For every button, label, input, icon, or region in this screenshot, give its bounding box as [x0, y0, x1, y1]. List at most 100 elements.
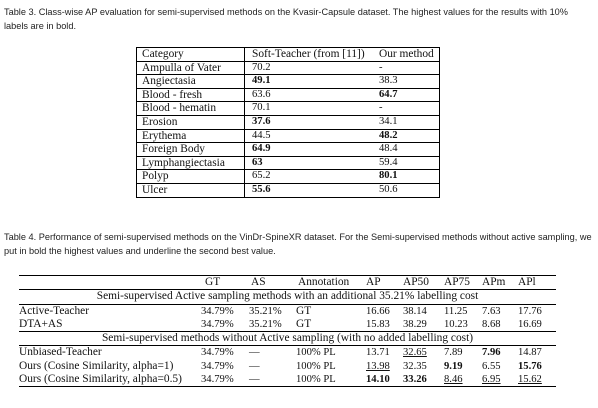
- apm-cell: 6.95: [482, 373, 518, 388]
- apl-cell: 15.62: [518, 373, 556, 388]
- table-row: DTA+AS 34.79% 35.21% GT 15.83 38.29 10.2…: [19, 318, 556, 332]
- category-cell: Lymphangiectasia: [136, 156, 245, 171]
- ap50-cell: 32.35: [403, 360, 427, 372]
- category-cell: Ampulla of Vater: [136, 61, 245, 76]
- ap-cell: 15.83: [366, 318, 390, 330]
- header-our-method: Our method: [373, 47, 440, 62]
- ap75-cell: 11.25: [444, 305, 468, 317]
- section-row: Semi-supervised methods without Active s…: [19, 331, 556, 347]
- table-row: Erosion 37.6 34.1: [136, 115, 440, 130]
- soft-teacher-cell: 63.6: [244, 88, 373, 103]
- ap75-cell: 8.46: [444, 373, 482, 388]
- category-cell: Blood - hematin: [136, 101, 245, 116]
- apm-cell: 6.55: [482, 360, 501, 372]
- table-row: Blood - fresh 63.6 64.7: [136, 88, 440, 103]
- as-cell: —: [249, 360, 260, 372]
- table3-caption: Table 3. Class-wise AP evaluation for se…: [4, 7, 568, 31]
- category-cell: Angiectasia: [136, 74, 245, 89]
- apl-cell: 14.87: [518, 347, 542, 359]
- our-method-cell: 64.7: [373, 88, 440, 103]
- gt-cell: 34.79%: [201, 360, 234, 372]
- apl-cell: 15.76: [518, 360, 542, 372]
- annotation-cell: GT: [296, 304, 312, 317]
- table-row: Blood - hematin 70.1 -: [136, 101, 440, 116]
- table-row: Active-Teacher 34.79% 35.21% GT 16.66 38…: [19, 304, 556, 318]
- table4-header-row: GT AS Annotation AP AP50 AP75 APm APl: [19, 274, 556, 291]
- as-cell: —: [249, 373, 296, 388]
- soft-teacher-cell: 44.5: [244, 129, 373, 144]
- method-cell: Ours (Cosine Similarity, alpha=1): [19, 359, 174, 372]
- our-method-cell: 48.4: [373, 142, 440, 157]
- annotation-cell: 100% PL: [296, 347, 336, 359]
- soft-teacher-cell: 64.9: [244, 142, 373, 157]
- table-row: Unbiased-Teacher 34.79% — 100% PL 13.71 …: [19, 346, 556, 360]
- category-cell: Foreign Body: [136, 142, 245, 157]
- table-row: Angiectasia 49.1 38.3: [136, 74, 440, 89]
- gt-cell: 34.79%: [201, 305, 234, 317]
- gt-cell: 34.79%: [201, 347, 234, 359]
- category-cell: Erythema: [136, 129, 245, 144]
- as-cell: 35.21%: [249, 318, 282, 330]
- table-row: Ours (Cosine Similarity, alpha=0.5) 34.7…: [19, 373, 556, 388]
- header-method: [19, 274, 201, 291]
- section-active-sampling: Semi-supervised Active sampling methods …: [19, 289, 556, 305]
- apm-cell: 8.68: [482, 318, 501, 330]
- header-ap50: AP50: [403, 274, 444, 291]
- ap50-cell: 38.29: [403, 318, 427, 330]
- category-cell: Ulcer: [136, 183, 245, 198]
- table-row: Polyp 65.2 80.1: [136, 169, 440, 184]
- soft-teacher-cell: 49.1: [244, 74, 373, 89]
- ap75-cell: 7.89: [444, 347, 463, 359]
- soft-teacher-cell: 55.6: [244, 183, 373, 198]
- header-apm: APm: [482, 274, 518, 291]
- category-cell: Erosion: [136, 115, 245, 130]
- header-apl: APl: [518, 274, 556, 291]
- our-method-cell: 59.4: [373, 156, 440, 171]
- method-cell: DTA+AS: [19, 317, 63, 330]
- header-ap: AP: [366, 274, 403, 291]
- our-method-cell: 34.1: [373, 115, 440, 130]
- ap-cell: 16.66: [366, 305, 390, 317]
- header-as: AS: [249, 274, 296, 291]
- category-cell: Blood - fresh: [136, 88, 245, 103]
- header-annotation: Annotation: [296, 274, 366, 291]
- table3: Category Soft-Teacher (from [11]) Our me…: [136, 47, 440, 198]
- section-row: Semi-supervised Active sampling methods …: [19, 289, 556, 305]
- header-soft-teacher: Soft-Teacher (from [11]): [244, 47, 373, 62]
- soft-teacher-cell: 63: [244, 156, 373, 171]
- soft-teacher-cell: 70.1: [244, 101, 373, 116]
- our-method-cell: -: [373, 61, 440, 76]
- our-method-cell: 48.2: [373, 129, 440, 144]
- table4: GT AS Annotation AP AP50 AP75 APm APl Se…: [19, 274, 556, 388]
- apm-cell: 7.96: [482, 347, 501, 359]
- ap-cell: 14.10: [366, 373, 403, 388]
- table4-caption: Table 4. Performance of semi-supervised …: [4, 232, 592, 256]
- apl-cell: 17.76: [518, 305, 542, 317]
- table-row: Ulcer 55.6 50.6: [136, 183, 440, 198]
- table-row: Ampulla of Vater 70.2 -: [136, 61, 440, 76]
- table3-header-row: Category Soft-Teacher (from [11]) Our me…: [136, 47, 440, 62]
- ap50-cell: 38.14: [403, 305, 427, 317]
- table-row: Foreign Body 64.9 48.4: [136, 142, 440, 157]
- annotation-cell: 100% PL: [296, 373, 366, 388]
- header-category: Category: [136, 47, 245, 62]
- ap50-cell: 32.65: [403, 347, 427, 359]
- section-no-active-sampling: Semi-supervised methods without Active s…: [19, 331, 556, 347]
- our-method-cell: 38.3: [373, 74, 440, 89]
- ap-cell: 13.98: [366, 360, 390, 372]
- soft-teacher-cell: 70.2: [244, 61, 373, 76]
- table-row: Ours (Cosine Similarity, alpha=1) 34.79%…: [19, 360, 556, 373]
- our-method-cell: 80.1: [373, 169, 440, 184]
- annotation-cell: 100% PL: [296, 360, 336, 372]
- ap50-cell: 33.26: [403, 373, 444, 388]
- gt-cell: 34.79%: [201, 318, 234, 330]
- as-cell: —: [249, 347, 260, 359]
- annotation-cell: GT: [296, 317, 312, 330]
- soft-teacher-cell: 37.6: [244, 115, 373, 130]
- ap75-cell: 9.19: [444, 360, 463, 372]
- header-gt: GT: [201, 274, 249, 291]
- soft-teacher-cell: 65.2: [244, 169, 373, 184]
- ap75-cell: 10.23: [444, 318, 468, 330]
- method-cell: Unbiased-Teacher: [19, 346, 102, 359]
- method-cell: Ours (Cosine Similarity, alpha=0.5): [19, 373, 201, 388]
